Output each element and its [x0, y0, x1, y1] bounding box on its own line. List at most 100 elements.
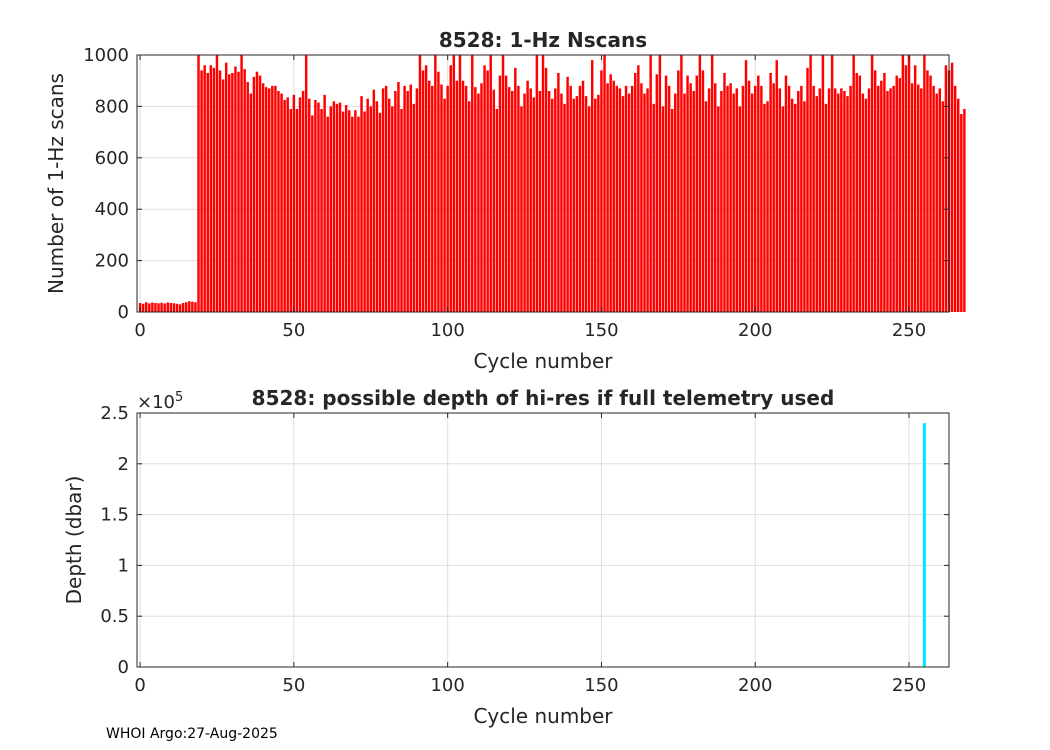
bar — [720, 90, 723, 312]
bar — [421, 70, 425, 312]
bar — [523, 93, 526, 312]
bar — [953, 85, 957, 312]
bar — [821, 55, 825, 312]
bar — [744, 60, 748, 312]
bar — [467, 101, 471, 312]
bar — [547, 90, 551, 312]
bar — [674, 93, 677, 312]
bar — [963, 108, 966, 312]
bar — [498, 75, 502, 312]
bar — [378, 112, 382, 312]
bar — [797, 90, 800, 312]
x-tick-label: 150 — [584, 675, 618, 696]
y-tick-label: 800 — [95, 96, 129, 117]
bar — [231, 72, 234, 313]
bar — [157, 303, 160, 312]
bar — [877, 85, 880, 312]
bar — [837, 93, 840, 312]
bar — [258, 75, 262, 312]
bar — [563, 103, 566, 312]
x-tick-label: 100 — [430, 675, 464, 696]
bar — [366, 98, 369, 312]
bar — [923, 55, 926, 312]
bar — [686, 75, 689, 312]
bar — [477, 93, 480, 312]
bar — [889, 88, 892, 312]
y-tick-label: 1.5 — [100, 505, 129, 526]
x-tick-label: 150 — [584, 320, 618, 341]
plot-area — [137, 413, 949, 667]
x-tick-label: 50 — [282, 675, 305, 696]
bar — [757, 75, 760, 312]
bar — [772, 83, 775, 313]
bar — [677, 70, 680, 312]
bar — [692, 90, 695, 312]
bar — [249, 93, 253, 312]
x-tick-label: 0 — [134, 675, 145, 696]
bar — [163, 303, 166, 312]
bar — [710, 55, 714, 312]
bar — [397, 81, 400, 312]
bar — [526, 80, 529, 312]
bar — [268, 88, 271, 312]
bar — [753, 85, 757, 312]
bar — [514, 67, 517, 312]
bar — [809, 55, 812, 312]
bar — [541, 55, 545, 312]
bar — [833, 88, 837, 312]
bar — [338, 102, 342, 312]
bar — [458, 55, 462, 312]
bar — [203, 65, 206, 312]
bar — [637, 65, 640, 312]
bar — [172, 303, 176, 312]
bar — [723, 72, 726, 313]
bar — [375, 101, 379, 312]
bar — [550, 98, 554, 312]
bar — [646, 88, 649, 312]
bar — [557, 72, 560, 313]
bar — [363, 111, 366, 312]
bar — [234, 66, 237, 312]
bar — [858, 75, 862, 312]
bar — [532, 97, 536, 312]
bar — [735, 88, 739, 312]
bar — [298, 97, 302, 312]
bar — [424, 65, 428, 312]
bar — [861, 93, 865, 312]
bar — [544, 67, 548, 312]
bar — [446, 85, 449, 312]
bar — [449, 65, 452, 312]
bar — [406, 90, 409, 312]
bar — [864, 98, 868, 312]
bar — [169, 303, 173, 312]
bar — [501, 55, 505, 312]
bar — [775, 60, 778, 312]
bar — [747, 80, 751, 312]
bar — [917, 84, 920, 313]
bar — [221, 79, 225, 312]
bar — [738, 106, 742, 313]
bar — [483, 65, 486, 312]
bar — [464, 85, 468, 312]
bar — [304, 55, 308, 312]
bar — [200, 70, 203, 312]
bar — [587, 106, 591, 313]
bar — [326, 116, 329, 313]
bar — [704, 101, 708, 312]
bar — [224, 62, 228, 313]
bar — [849, 85, 852, 312]
bar — [698, 55, 702, 312]
y-tick-label: 600 — [95, 148, 129, 169]
bar — [391, 106, 394, 313]
axes-frame — [136, 412, 950, 668]
bar — [597, 94, 600, 313]
bar — [178, 304, 182, 312]
bar — [594, 98, 597, 312]
bar — [314, 99, 317, 312]
y-axis-label: Depth (dbar) — [62, 476, 86, 605]
bar — [781, 106, 785, 313]
bar — [643, 93, 646, 312]
bar — [311, 115, 314, 313]
bar — [790, 98, 794, 312]
bar — [784, 75, 788, 312]
